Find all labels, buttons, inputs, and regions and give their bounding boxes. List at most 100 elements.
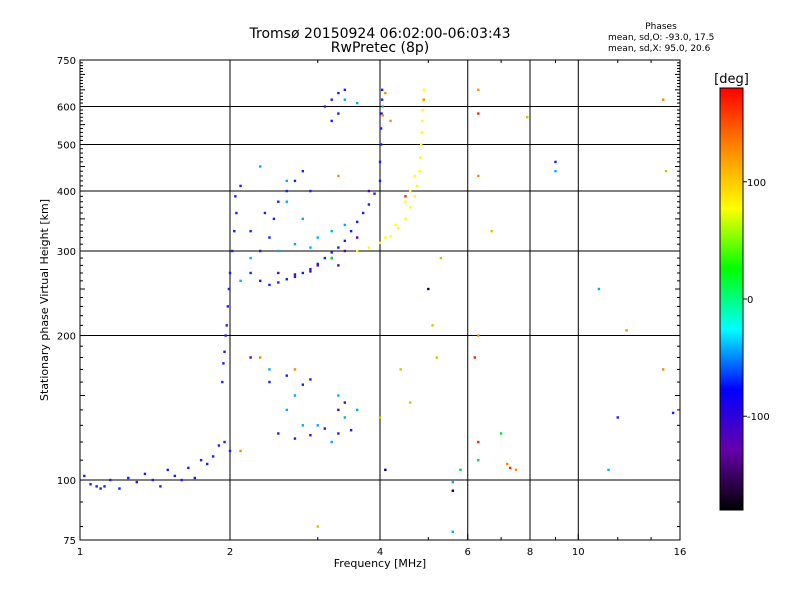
data-point: [554, 169, 557, 173]
data-point: [226, 305, 230, 308]
data-point: [597, 287, 601, 291]
data-point: [381, 105, 384, 108]
data-point: [99, 487, 102, 490]
phase-stats-o-mode: mean, sd,O: -93.0, 17.5: [608, 33, 715, 43]
data-point: [95, 485, 98, 488]
data-point: [378, 179, 382, 183]
data-point: [337, 264, 340, 267]
colorbar-tick-label: -100: [747, 412, 770, 423]
data-point: [378, 416, 382, 419]
data-point: [301, 424, 305, 427]
data-point: [268, 368, 271, 371]
data-point: [378, 160, 382, 164]
phase-stats-title: Phases: [645, 22, 677, 32]
data-point: [355, 101, 359, 105]
data-point: [337, 394, 340, 397]
data-point: [127, 476, 130, 480]
data-point: [277, 200, 280, 203]
data-point: [616, 416, 619, 419]
data-point: [477, 440, 480, 444]
data-point: [337, 408, 340, 412]
data-point: [355, 236, 359, 239]
y-tick-label: 750: [57, 56, 76, 67]
y-tick-label: 600: [57, 103, 76, 114]
data-point: [309, 189, 312, 193]
data-point: [505, 462, 509, 466]
data-point: [625, 329, 628, 332]
data-point: [159, 485, 162, 488]
data-point: [361, 211, 365, 215]
data-point: [187, 466, 190, 470]
data-point: [343, 239, 347, 243]
data-point: [431, 324, 434, 327]
data-point: [330, 119, 333, 123]
data-point: [228, 271, 232, 275]
data-point: [259, 249, 262, 253]
colorbar: [719, 87, 744, 511]
data-point: [409, 206, 412, 209]
y-tick-label: 75: [63, 536, 76, 547]
data-point: [477, 174, 480, 178]
data-point: [323, 256, 327, 260]
data-point: [211, 455, 215, 458]
data-point: [384, 91, 387, 95]
data-point: [367, 246, 371, 249]
data-point: [301, 217, 305, 221]
data-point: [337, 91, 340, 95]
data-point: [316, 262, 319, 266]
data-point: [378, 241, 382, 245]
x-tick-label: 2: [227, 547, 233, 558]
data-point: [309, 246, 312, 249]
data-point: [316, 264, 319, 267]
data-point: [109, 478, 112, 482]
data-point: [367, 189, 371, 193]
data-point: [389, 235, 392, 238]
data-point: [439, 256, 443, 260]
data-point: [330, 440, 333, 444]
data-point: [451, 480, 455, 484]
data-point: [227, 287, 231, 291]
data-point: [83, 474, 86, 478]
data-point: [394, 223, 397, 227]
data-point: [272, 217, 276, 221]
colorbar-tick-label: 100: [747, 178, 766, 189]
data-point: [225, 324, 228, 327]
data-point: [409, 189, 412, 193]
data-point: [477, 334, 480, 337]
data-point: [301, 169, 305, 173]
data-point: [223, 350, 226, 353]
data-point: [228, 449, 232, 453]
y-tick-label: 200: [57, 332, 76, 343]
data-point: [380, 112, 383, 115]
data-point: [309, 267, 312, 271]
data-point: [477, 88, 480, 92]
data-point: [343, 223, 347, 227]
data-point: [293, 242, 297, 246]
data-point: [103, 485, 106, 488]
data-point: [380, 88, 384, 92]
data-point: [233, 229, 236, 233]
data-point: [263, 211, 267, 215]
data-point: [420, 131, 423, 134]
data-point: [293, 179, 297, 183]
data-point: [526, 116, 529, 119]
data-point: [671, 411, 675, 415]
colorbar-tick-label: 0: [747, 295, 753, 306]
x-tick-label: 8: [527, 547, 533, 558]
data-point: [379, 143, 383, 146]
data-point: [337, 174, 340, 178]
data-point: [389, 119, 392, 123]
data-point: [422, 88, 426, 92]
x-axis-label: Frequency [MHz]: [334, 557, 426, 570]
data-point: [413, 195, 417, 198]
data-point: [384, 468, 387, 472]
data-point: [473, 356, 477, 359]
data-point: [235, 211, 238, 215]
data-point: [259, 165, 262, 168]
x-tick-label: 4: [377, 547, 383, 558]
data-point: [285, 408, 288, 412]
data-point: [268, 236, 271, 239]
data-point: [343, 98, 347, 101]
data-point: [166, 468, 169, 472]
